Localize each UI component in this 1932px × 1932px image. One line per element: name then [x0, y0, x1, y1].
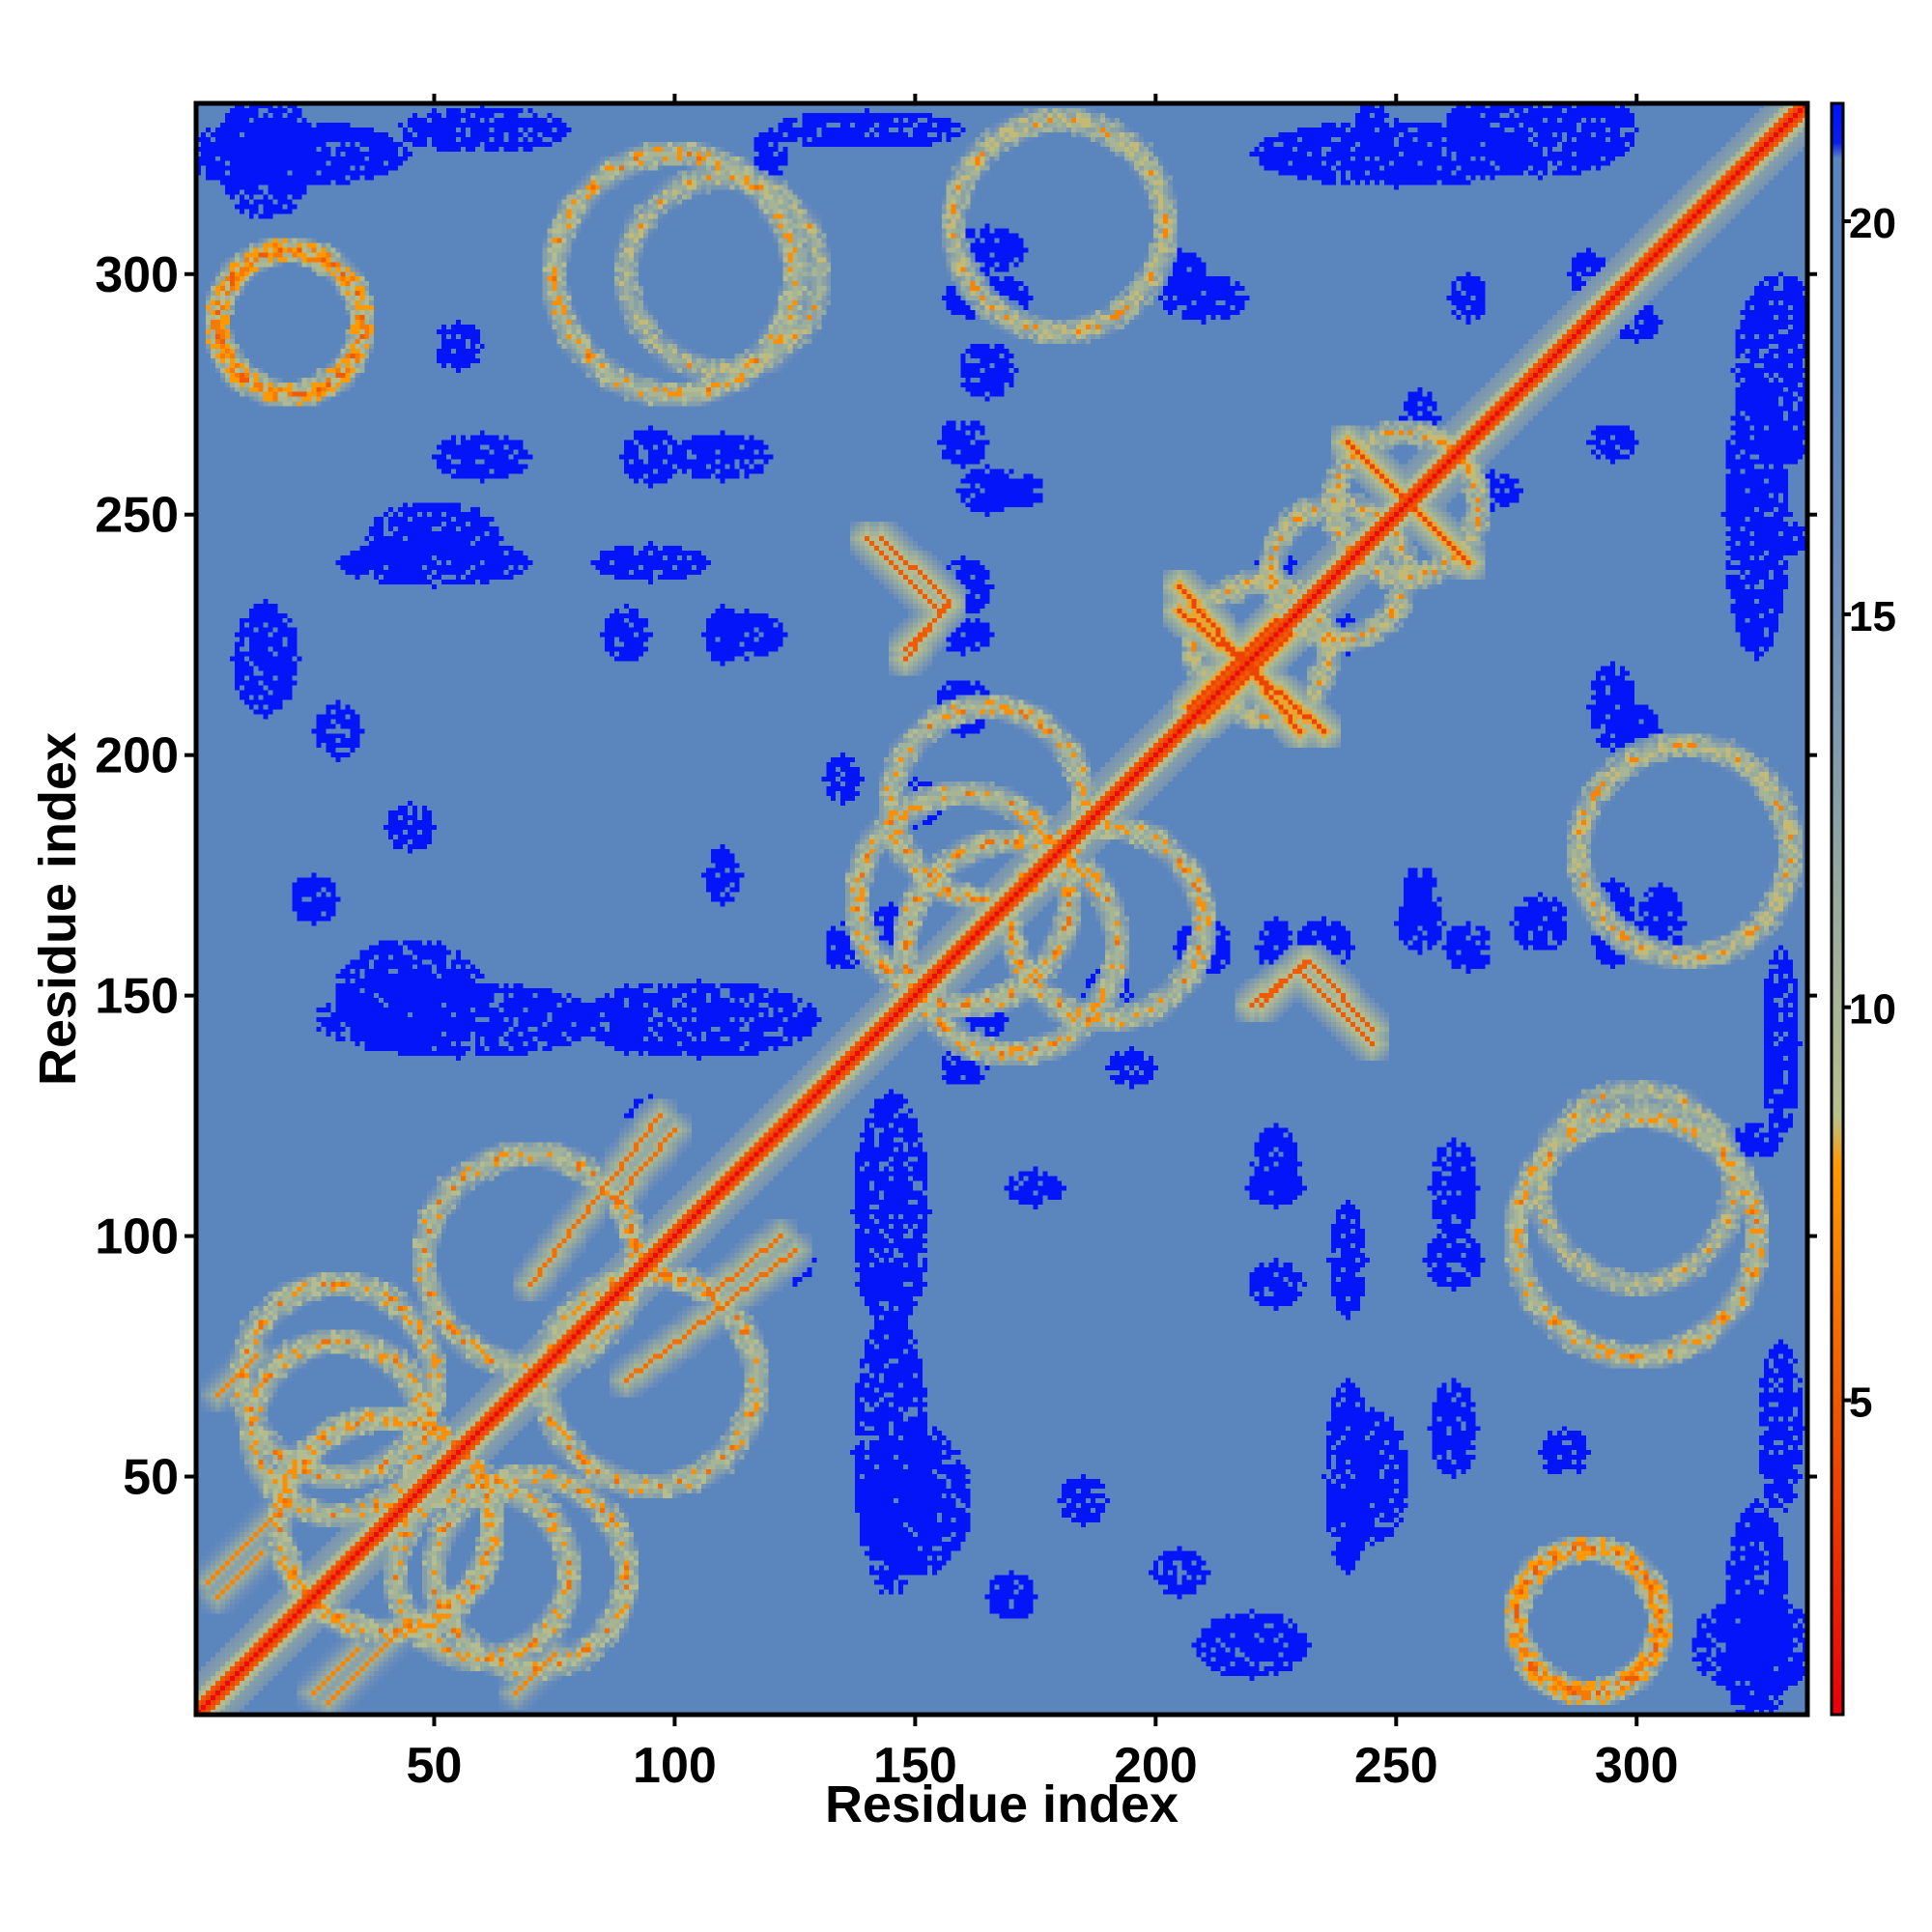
colorbar-tick-label-5: 5: [1849, 1379, 1872, 1427]
colorbar-tick-label-15: 15: [1849, 593, 1896, 640]
x-tick-label-150: 150: [873, 1738, 957, 1794]
y-tick-label-100: 100: [95, 1209, 179, 1265]
colorbar-gradient: [1830, 101, 1845, 1717]
colorbar: 5 10 15 20: [1830, 101, 1896, 1717]
x-axis: 50 100 150 200 250 300: [407, 94, 1679, 1794]
y-tick-label-250: 250: [95, 488, 179, 544]
y-axis: 50 100 150 200 250 300: [95, 247, 1817, 1506]
y-axis-label: Residue index: [29, 732, 87, 1086]
x-axis-label: Residue index: [825, 1776, 1179, 1833]
y-tick-label-200: 200: [95, 728, 179, 784]
x-tick-label-200: 200: [1114, 1738, 1198, 1794]
colorbar-ticks: 5 10 15 20: [1843, 200, 1896, 1427]
colorbar-tick-label-20: 20: [1849, 200, 1896, 247]
colorbar-tick-label-10: 10: [1849, 986, 1896, 1034]
x-tick-label-100: 100: [633, 1738, 717, 1794]
y-tick-label-300: 300: [95, 247, 179, 303]
y-tick-label-150: 150: [95, 969, 179, 1025]
x-tick-label-50: 50: [407, 1738, 463, 1794]
plot-frame: [193, 100, 1810, 1718]
y-tick-label-50: 50: [123, 1450, 179, 1506]
distance-heatmap: [196, 103, 1807, 1715]
plot-area: [193, 100, 1810, 1718]
x-tick-label-250: 250: [1354, 1738, 1438, 1794]
x-tick-label-300: 300: [1595, 1738, 1679, 1794]
